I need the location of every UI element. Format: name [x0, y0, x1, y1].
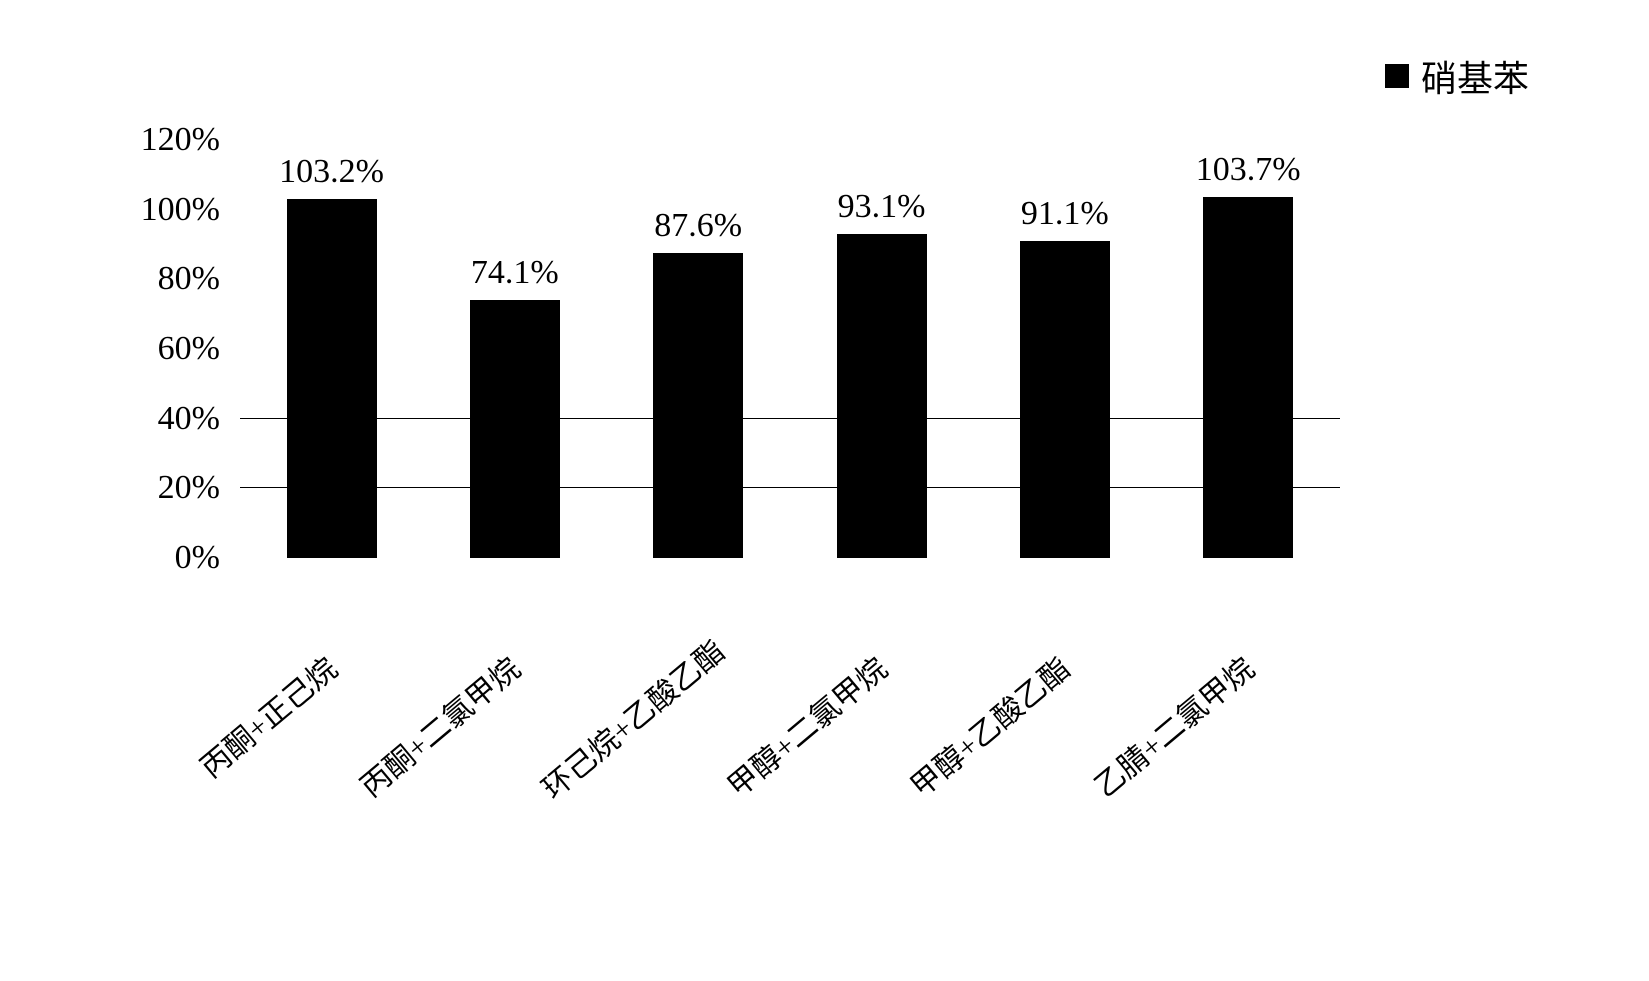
ytick-40: 40% [60, 400, 220, 438]
xlabel-1: 丙酮+二氯甲烷 [347, 645, 528, 807]
bar-5 [1203, 197, 1293, 558]
plot-area: 0% 20% 40% 60% 80% 100% 120% 103.2% 74.1… [240, 140, 1340, 558]
ytick-20: 20% [60, 469, 220, 507]
ytick-80: 80% [60, 260, 220, 298]
ytick-60: 60% [60, 330, 220, 368]
x-axis-labels: 丙酮+正己烷 丙酮+二氯甲烷 环己烷+乙酸乙酯 甲醇+二氯甲烷 甲醇+乙酸乙酯 … [240, 600, 1340, 900]
bar-chart: 硝基苯 0% 20% 40% 60% 80% 100% 120% 103.2% … [0, 0, 1649, 981]
bar-value-2: 87.6% [654, 207, 742, 245]
xlabel-5: 乙腈+二氯甲烷 [1080, 645, 1261, 807]
legend-swatch [1385, 64, 1409, 88]
bar-value-5: 103.7% [1196, 151, 1301, 189]
ytick-0: 0% [60, 539, 220, 577]
xlabel-0: 丙酮+正己烷 [164, 645, 345, 807]
bars-group: 103.2% 74.1% 87.6% 93.1% 91.1% 103.7% [240, 140, 1340, 558]
xlabel-2: 环己烷+乙酸乙酯 [530, 645, 711, 807]
ytick-100: 100% [60, 191, 220, 229]
legend-label: 硝基苯 [1421, 50, 1529, 102]
bar-value-3: 93.1% [838, 188, 926, 226]
bar-value-1: 74.1% [471, 254, 559, 292]
bar-0 [287, 199, 377, 558]
bar-4 [1020, 241, 1110, 558]
ytick-120: 120% [60, 121, 220, 159]
bar-1 [470, 300, 560, 558]
bar-value-4: 91.1% [1021, 195, 1109, 233]
xlabel-3: 甲醇+二氯甲烷 [714, 645, 895, 807]
bar-value-0: 103.2% [279, 153, 384, 191]
bar-2 [653, 253, 743, 558]
xlabel-4: 甲醇+乙酸乙酯 [897, 645, 1078, 807]
bar-3 [837, 234, 927, 558]
legend: 硝基苯 [1385, 50, 1529, 102]
